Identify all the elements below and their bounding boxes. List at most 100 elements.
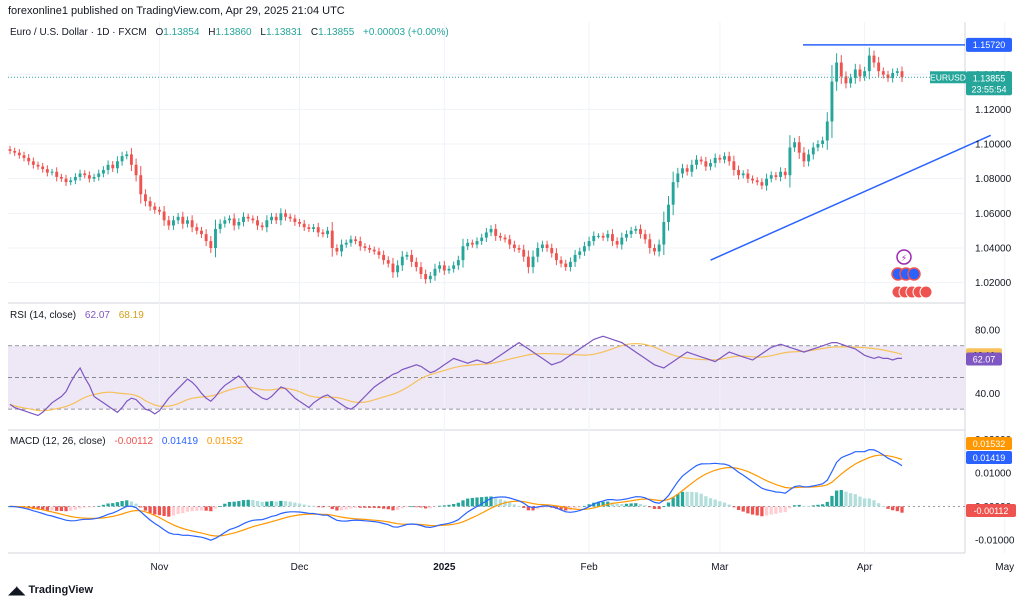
lightning-icon[interactable] [896, 249, 912, 265]
candle-body [265, 220, 269, 228]
candle-body [125, 154, 129, 157]
macd-histogram-bar [447, 504, 451, 507]
candle-body [512, 244, 516, 248]
macd-histogram-bar [764, 506, 769, 516]
macd-histogram-bar [288, 501, 292, 507]
candle-body [601, 235, 605, 238]
resistance-tag: 1.15720 [966, 37, 1012, 52]
macd-histogram-bar [111, 503, 115, 507]
macd-histogram-bar [405, 506, 409, 508]
macd-histogram-bar [218, 506, 222, 507]
candle-body [699, 159, 703, 162]
candle-body [667, 204, 670, 222]
event-icons[interactable]: ⚡ [891, 249, 933, 299]
candle-body [172, 220, 175, 226]
macd-histogram-bar [466, 498, 470, 507]
macd-histogram-bar [624, 503, 629, 507]
time-tick-label: Apr [857, 562, 873, 573]
candle-body [106, 164, 110, 170]
macd-histogram-bar [129, 501, 134, 507]
candle-body [405, 254, 409, 257]
lightning-glyph: ⚡ [901, 253, 907, 263]
macd-histogram-bar [699, 493, 703, 507]
macd-histogram-bar [797, 504, 801, 507]
macd-histogram-bar [634, 503, 638, 507]
candle-body [718, 157, 722, 160]
economic-event-icon[interactable] [907, 267, 921, 281]
macd-histogram-bar [246, 499, 250, 507]
macd-histogram-bar [134, 503, 138, 507]
candle-body [288, 216, 292, 219]
macd-histogram-bar [816, 504, 820, 507]
macd-histogram-bar [900, 506, 904, 513]
candle-body [536, 248, 540, 257]
flag-event-icon[interactable] [919, 285, 933, 299]
candle-body [475, 241, 479, 245]
candle-body [788, 147, 792, 176]
candle-body [447, 268, 451, 271]
candle-body [839, 62, 843, 77]
candle-body [195, 227, 199, 231]
candle-body [45, 169, 49, 173]
macd-histogram-bar [694, 492, 699, 507]
macd-histogram-bar [891, 506, 895, 511]
price-tick-label: 1.04000 [975, 244, 1012, 255]
candle-body [746, 173, 750, 179]
macd-histogram-bar [736, 506, 741, 510]
candle-body [307, 227, 311, 229]
candle-body [891, 72, 895, 79]
macd-histogram-bar [73, 506, 78, 510]
macd-histogram-bar [517, 505, 521, 507]
macd-histogram-bar [573, 506, 577, 509]
macd-histogram-bar [886, 506, 890, 509]
macd-histogram-bar [157, 506, 162, 516]
candle-body [414, 261, 418, 268]
macd-histogram-bar [265, 501, 269, 507]
macd-histogram-bar [115, 502, 120, 507]
candle-body [129, 154, 133, 165]
candle-body [564, 263, 568, 268]
candle-body [727, 156, 731, 162]
macd-histogram-bar [139, 506, 143, 508]
candle-body [690, 164, 694, 172]
candle-body [639, 228, 642, 235]
candle-body [382, 254, 386, 261]
candle-body [676, 173, 680, 183]
macd-histogram-bar [680, 491, 685, 507]
candle-body [568, 261, 572, 268]
candle-body [17, 152, 21, 156]
candle-body [554, 253, 558, 261]
candle-body [335, 248, 339, 252]
candle-body [69, 180, 73, 183]
candle-body [157, 209, 161, 212]
candle-body [368, 248, 372, 250]
candle-body [419, 267, 423, 274]
macd-histogram-bar [269, 501, 274, 507]
candle-body [293, 218, 297, 222]
macd-histogram-bar [414, 506, 418, 508]
candle-body [802, 152, 806, 162]
publish-line: forexonline1 published on TradingView.co… [8, 5, 345, 17]
candle-body [816, 144, 820, 148]
macd-histogram-bar [863, 498, 867, 507]
candle-body [606, 234, 610, 238]
candle-body [508, 239, 512, 245]
candle-body [139, 175, 143, 195]
candle-body [354, 239, 358, 242]
candle-body [779, 171, 783, 177]
macd-histogram-bar [204, 506, 208, 511]
candle-body [223, 220, 227, 224]
candle-body [410, 254, 414, 262]
macd-histogram-bar [452, 503, 456, 507]
candle-body [522, 249, 526, 257]
candle-body [615, 241, 619, 245]
macd-histogram-bar [596, 501, 601, 507]
macd-histogram-bar [741, 506, 745, 512]
support-trendline [710, 134, 992, 261]
rsi-tick-label: 40.00 [975, 389, 1000, 400]
svg-text:62.07: 62.07 [973, 354, 996, 364]
candle-body [111, 164, 115, 169]
macd-histogram-bar [101, 504, 106, 507]
candle-body [97, 173, 101, 177]
